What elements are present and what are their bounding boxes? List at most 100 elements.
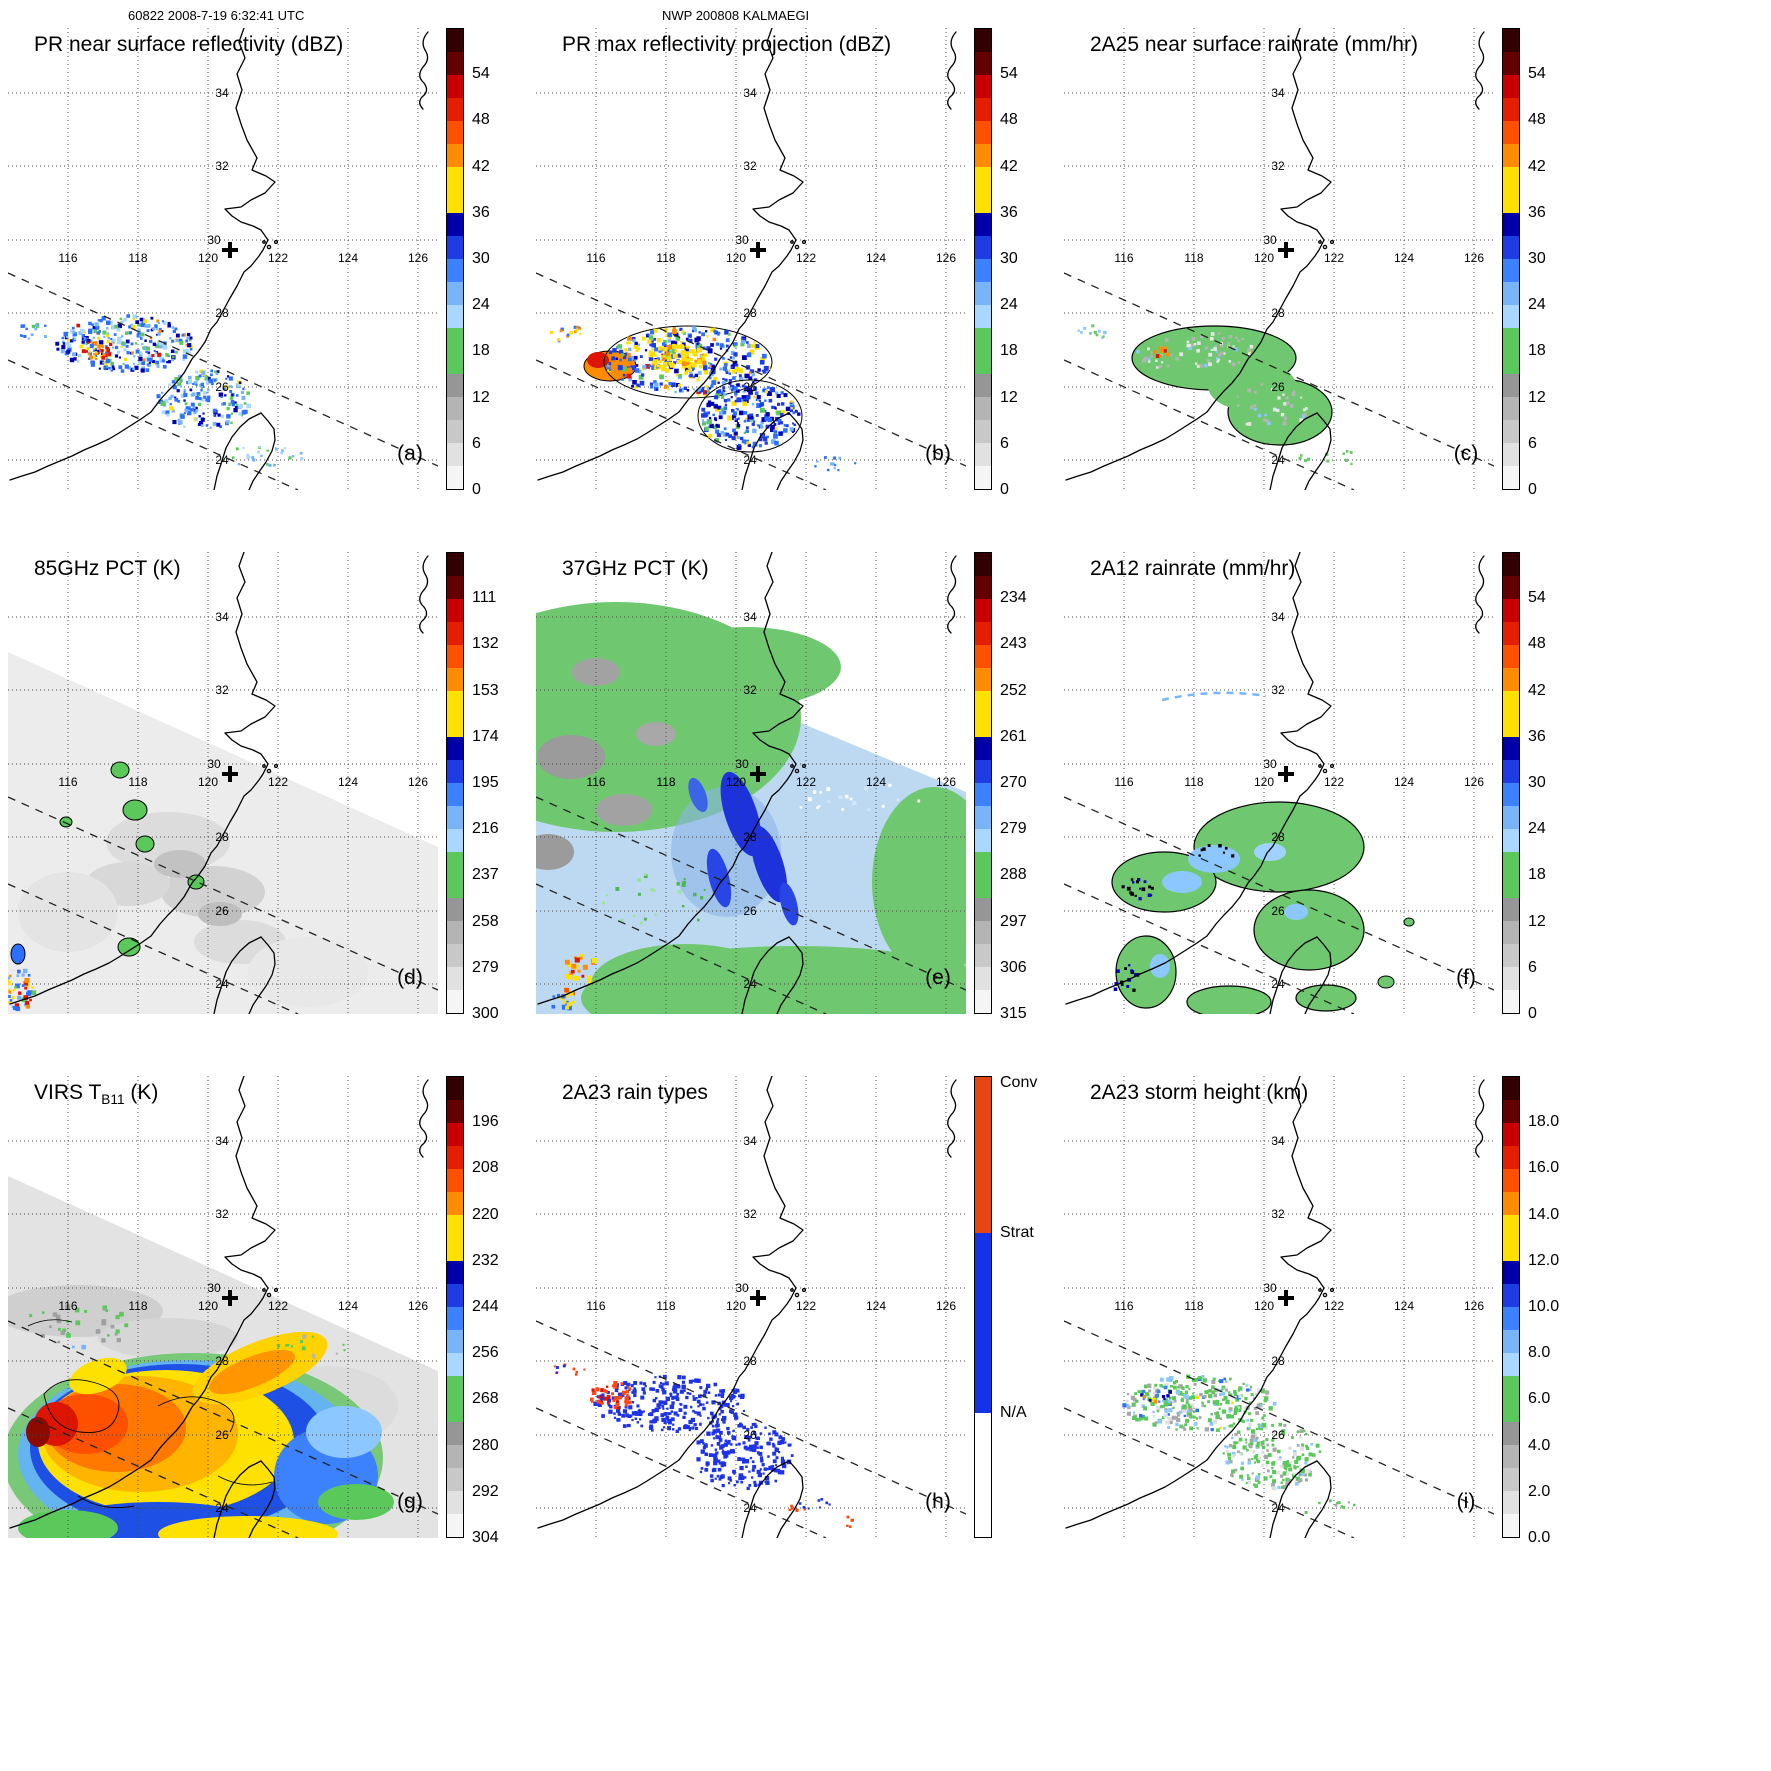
lat-label: 28 <box>743 830 757 844</box>
graticule <box>536 552 966 1014</box>
colorbar-tick-label: 18 <box>1528 342 1546 360</box>
coastline-mainland <box>9 28 276 481</box>
lat-label: 30 <box>735 1281 749 1295</box>
lat-label: 32 <box>1271 683 1285 697</box>
colorbar-tick-label: 10.0 <box>1528 1298 1560 1315</box>
lon-label: 122 <box>1324 1299 1344 1313</box>
colorbar-segment <box>447 691 463 714</box>
coastline-korea <box>1475 31 1485 110</box>
colorbar-tick-label: 237 <box>472 866 499 884</box>
map-a: 116 118 120 122 124 126 34 32 30 28 26 24 (a) <box>8 28 438 490</box>
colorbar-segment <box>1503 1238 1519 1261</box>
coastline-taiwan-west <box>741 1460 790 1538</box>
colorbar-segment <box>447 898 463 921</box>
panel-a: PR near surface reflectivity (dBZ) 116 11… <box>8 28 528 533</box>
colorbar-segment <box>1503 1468 1519 1491</box>
coastline-mainland <box>537 1076 804 1529</box>
colorbar-virs: 196 208 220 232 244 256 268 280 292 304 <box>446 1076 528 1546</box>
lat-label: 24 <box>1271 453 1285 467</box>
colorbar-segment <box>1503 1514 1519 1537</box>
colorbar-tick-label: 12 <box>1528 388 1546 406</box>
colorbar-segment <box>447 1123 463 1146</box>
colorbar-segment <box>447 282 463 305</box>
lat-label: 28 <box>215 830 229 844</box>
map-c: 116 118 120 122 124 126 34 32 30 28 26 24 (c) <box>1064 28 1494 490</box>
lat-label: 34 <box>1271 86 1285 100</box>
lon-label: 116 <box>58 1299 77 1313</box>
colorbar-segment <box>1503 1169 1519 1192</box>
lon-label: 118 <box>656 775 675 789</box>
lon-label: 126 <box>408 775 428 789</box>
colorbar-tick-label: 111 <box>472 589 497 607</box>
colorbar-segment <box>1503 236 1519 259</box>
axis-labels: 116 118 120 122 124 126 34 32 30 28 26 24 <box>58 1134 428 1515</box>
lat-label: 28 <box>1271 830 1285 844</box>
colorbar-tick-label: 252 <box>1000 681 1027 699</box>
colorbar-segment <box>447 305 463 328</box>
colorbar-segment <box>447 1169 463 1192</box>
colorbar-segment <box>1503 1422 1519 1445</box>
lon-label: 126 <box>1464 1299 1484 1313</box>
panel-letter: (i) <box>1457 1490 1476 1513</box>
map-i: 116 118 120 122 124 126 34 32 30 28 26 24 (i) <box>1064 1076 1494 1538</box>
colorbar-segment <box>1503 259 1519 282</box>
colorbar-tick-label: 36 <box>1528 727 1546 745</box>
colorbar-segment <box>447 98 463 121</box>
colorbar-tick-label: 288 <box>1000 866 1027 884</box>
colorbar-rainrate: 54 48 42 36 30 24 18 12 6 0 <box>1502 552 1584 1022</box>
colorbar-scale <box>974 1076 992 1538</box>
colorbar-tick-label: 153 <box>472 681 499 699</box>
colorbar-tick-label: 280 <box>472 1436 499 1454</box>
colorbar-tick-label: 36 <box>1528 203 1546 221</box>
colorbar-segment <box>975 466 991 489</box>
lat-label: 32 <box>1271 1207 1285 1221</box>
lon-label: 124 <box>866 251 886 265</box>
coastlines <box>9 552 429 1014</box>
coastline-mainland <box>9 1076 276 1529</box>
lon-label: 120 <box>726 251 746 265</box>
colorbar-segment <box>975 259 991 282</box>
colorbar-segment <box>447 806 463 829</box>
lon-label: 122 <box>268 1299 288 1313</box>
lat-label: 28 <box>743 306 757 320</box>
axis-labels: 116 118 120 122 124 126 34 32 30 28 26 24 <box>586 1134 956 1515</box>
lon-label: 116 <box>586 775 605 789</box>
lat-label: 34 <box>215 1134 229 1148</box>
storm-center-marker <box>222 766 238 782</box>
coastline-mainland <box>1065 28 1332 481</box>
storm-center-marker <box>222 242 238 258</box>
colorbar-segment <box>1503 944 1519 967</box>
coastline-mainland <box>537 28 804 481</box>
colorbar-tick-label: 12 <box>1000 388 1018 406</box>
colorbar-segment <box>447 1422 463 1445</box>
axis-labels: 116 118 120 122 124 126 34 32 30 28 26 24 <box>58 610 428 991</box>
colorbar-segment <box>975 599 991 622</box>
colorbar-tick-label: 304 <box>472 1529 499 1546</box>
lat-label: 26 <box>1271 904 1285 918</box>
colorbar-segment <box>1503 1146 1519 1169</box>
data-layer-under <box>536 602 966 1014</box>
colorbar-tick-label: 48 <box>472 111 490 129</box>
lon-label: 122 <box>268 775 288 789</box>
panel-h: 2A23 rain types 116 118 120 122 124 126 34 32 30… <box>536 1074 1056 1581</box>
colorbar-segment <box>1503 466 1519 489</box>
data-layer <box>19 314 304 467</box>
lat-label: 26 <box>215 904 229 918</box>
colorbar-segment <box>1503 374 1519 397</box>
colorbar-segment <box>975 737 991 760</box>
colorbar-segment <box>447 144 463 167</box>
coastlines <box>1065 28 1485 490</box>
colorbar-segment <box>1503 1100 1519 1123</box>
coastline-taiwan-east <box>1304 412 1332 490</box>
colorbar-tick-label: 256 <box>472 1344 499 1362</box>
storm-center-marker <box>750 766 766 782</box>
panel-d: 85GHz PCT (K) 116 118 120 122 124 126 34 32 30 28… <box>8 552 528 1057</box>
colorbar-tick-label: 12 <box>1528 912 1546 930</box>
lon-label: 122 <box>796 775 816 789</box>
panel-letter: (b) <box>925 442 951 465</box>
colorbar-segment <box>1503 75 1519 98</box>
colorbar-tick-label: 4.0 <box>1528 1436 1551 1454</box>
colorbar-segment <box>447 167 463 190</box>
panel-letter: (h) <box>925 1490 951 1513</box>
